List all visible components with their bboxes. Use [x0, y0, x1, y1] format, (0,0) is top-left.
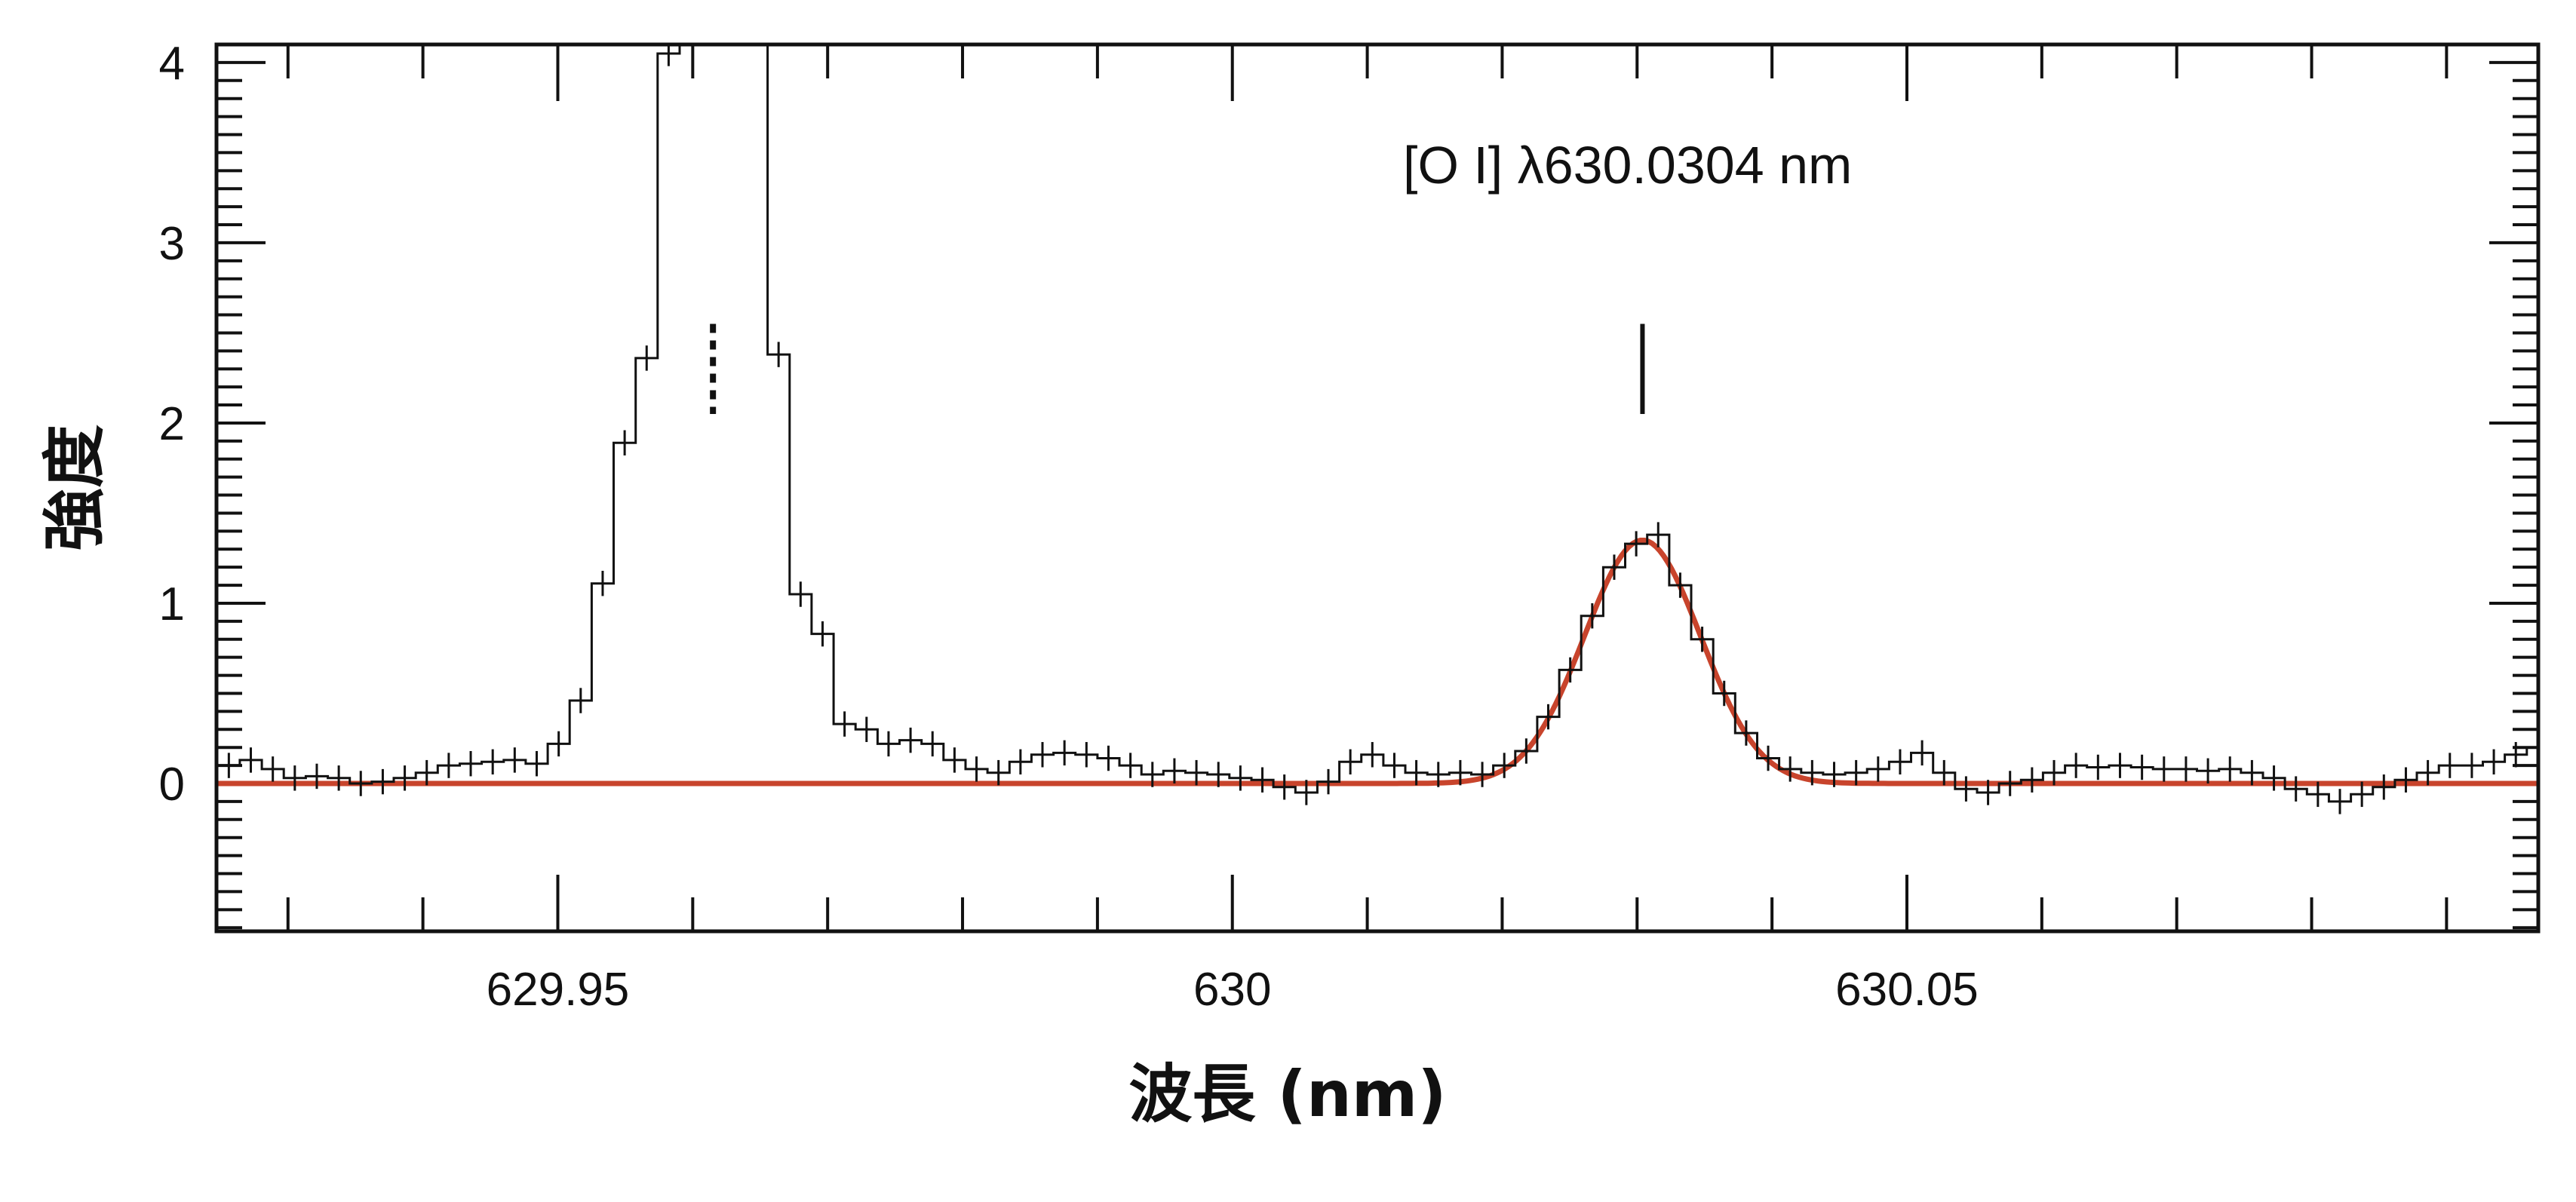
y-tick-label: 0 — [159, 759, 185, 811]
y-tick-label: 4 — [159, 38, 185, 90]
histogram-layer — [217, 44, 2538, 814]
y-tick-labels: 0 1 2 3 4 — [159, 38, 185, 811]
plot-frame — [214, 42, 2541, 934]
axis-ticks — [216, 44, 2538, 931]
line-annotation: [O I] λ630.0304 nm — [1403, 136, 1852, 195]
y-tick-label: 2 — [159, 398, 185, 450]
x-tick-label: 629.95 — [487, 964, 630, 1016]
line-markers — [710, 323, 1645, 414]
x-tick-label: 630 — [1193, 964, 1271, 1016]
y-tick-label: 3 — [159, 218, 185, 270]
y-tick-label: 1 — [159, 578, 185, 630]
x-tick-label: 630.05 — [1835, 964, 1979, 1016]
histogram-steps — [217, 44, 2538, 803]
fit-layer — [216, 538, 2538, 787]
x-axis-title: 波長 (nm) — [1128, 1057, 1446, 1131]
y-axis-title: 強度 — [38, 425, 112, 551]
x-tick-labels: 629.95 630 630.05 — [487, 964, 1979, 1016]
gaussian-fit-curve — [216, 538, 2538, 787]
